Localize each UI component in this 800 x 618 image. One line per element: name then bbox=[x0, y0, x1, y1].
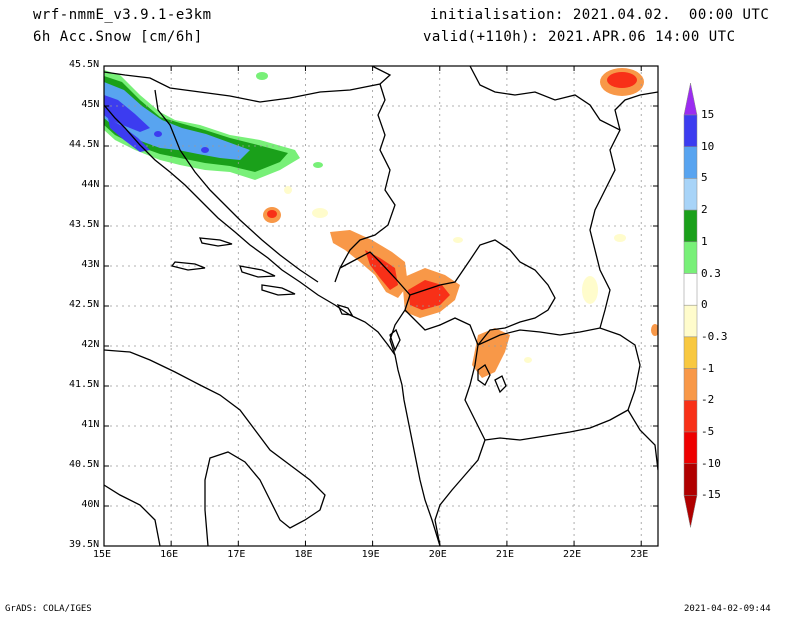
snow-spot bbox=[201, 147, 209, 153]
colorbar-swatch bbox=[683, 431, 698, 464]
colorbar-swatch bbox=[683, 241, 698, 274]
colorbar-label: -5 bbox=[701, 425, 715, 438]
snow-spot bbox=[154, 131, 162, 137]
colorbar-swatch bbox=[683, 400, 698, 433]
lat-label: 43.5N bbox=[69, 219, 100, 230]
melt-area bbox=[453, 237, 463, 243]
adriatic-coastline bbox=[104, 104, 441, 546]
snow-spot bbox=[256, 72, 268, 80]
colorbar-swatch bbox=[683, 146, 698, 179]
borders-coastlines bbox=[104, 66, 658, 546]
lat-label: 43N bbox=[81, 259, 100, 270]
grads-credit: GrADS: COLA/IGES bbox=[5, 604, 92, 614]
field-name: 6h Acc.Snow [cm/6h] bbox=[33, 29, 203, 45]
colorbar-label: 0.3 bbox=[701, 266, 721, 280]
island-1 bbox=[198, 237, 233, 247]
island-2 bbox=[170, 261, 206, 271]
lat-label: 41.5N bbox=[69, 379, 100, 390]
melt-area bbox=[312, 208, 328, 218]
colorbar-label: 1 bbox=[701, 234, 708, 248]
lon-label: 18E bbox=[294, 549, 313, 560]
melt-area bbox=[607, 72, 637, 88]
lat-label: 44N bbox=[81, 179, 100, 190]
serbia-kosovo-border bbox=[409, 239, 556, 346]
lat-label: 39.5N bbox=[69, 539, 100, 550]
bulgaria-border bbox=[589, 91, 658, 329]
lon-label: 21E bbox=[495, 549, 514, 560]
italy-coastline-lower bbox=[104, 484, 161, 546]
axis-tick-marks bbox=[103, 65, 658, 547]
colorbar-swatch bbox=[683, 273, 698, 306]
island-4 bbox=[261, 284, 296, 296]
melt-area bbox=[582, 276, 598, 304]
lat-label: 42.5N bbox=[69, 299, 100, 310]
greece-border bbox=[627, 409, 658, 471]
bosnia-inner-border bbox=[154, 89, 319, 283]
macedonia-border bbox=[477, 327, 641, 441]
colorbar-top-arrow bbox=[683, 82, 698, 116]
lon-label: 15E bbox=[93, 549, 112, 560]
lat-label: 45.5N bbox=[69, 59, 100, 70]
colorbar-label: 0 bbox=[701, 298, 708, 312]
map-gridlines bbox=[104, 66, 658, 546]
render-timestamp: 2021-04-02-09:44 bbox=[684, 604, 771, 614]
snow-spot bbox=[313, 162, 323, 168]
melt-area bbox=[614, 234, 626, 242]
melt-area bbox=[408, 280, 450, 310]
colorbar-label: 2 bbox=[701, 203, 708, 217]
colorbar-swatch bbox=[683, 304, 698, 338]
colorbar-label: 10 bbox=[701, 139, 715, 153]
valid-time: valid(+110h): 2021.APR.06 14:00 UTC bbox=[423, 29, 736, 45]
lat-label: 42N bbox=[81, 339, 100, 350]
model-name: wrf-nmmE_v3.9.1-e3km bbox=[33, 7, 212, 23]
colorbar-swatch bbox=[683, 368, 698, 401]
lon-label: 19E bbox=[361, 549, 380, 560]
serbia-romania-border bbox=[469, 66, 621, 131]
lat-label: 41N bbox=[81, 419, 100, 430]
colorbar-label: 15 bbox=[701, 108, 715, 121]
lon-label: 17E bbox=[227, 549, 246, 560]
snow-area-very-heavy bbox=[104, 95, 150, 132]
lat-label: 40.5N bbox=[69, 459, 100, 470]
lon-label: 20E bbox=[428, 549, 447, 560]
colorbar-label: -15 bbox=[701, 488, 721, 502]
colorbar-swatch bbox=[683, 178, 698, 211]
lat-label: 40N bbox=[81, 499, 100, 510]
lon-label: 16E bbox=[160, 549, 179, 560]
colorbar-swatch bbox=[683, 463, 698, 496]
lake-ohrid bbox=[477, 364, 491, 386]
island-5 bbox=[336, 303, 354, 316]
lake-scutari bbox=[389, 328, 401, 352]
colorbar-bottom-arrow bbox=[683, 495, 698, 528]
lon-label: 22E bbox=[563, 549, 582, 560]
colorbar bbox=[683, 82, 698, 528]
croatia-bosnia-border bbox=[104, 66, 392, 103]
colorbar-swatch bbox=[683, 114, 698, 147]
albania-border bbox=[404, 309, 486, 546]
lake-prespa bbox=[494, 375, 507, 394]
lon-label: 23E bbox=[630, 549, 649, 560]
italy-coastline bbox=[104, 349, 326, 546]
melt-area bbox=[267, 210, 277, 218]
init-time: initialisation: 2021.04.02. 00:00 UTC bbox=[430, 7, 770, 23]
lat-label: 44.5N bbox=[69, 139, 100, 150]
colorbar-label: -0.3 bbox=[701, 329, 728, 343]
melt-area bbox=[284, 186, 292, 194]
lat-label: 45N bbox=[81, 99, 100, 110]
bosnia-serbia-border bbox=[334, 83, 396, 283]
colorbar-label: -2 bbox=[701, 393, 715, 407]
melt-area bbox=[651, 324, 658, 336]
colorbar-swatch bbox=[683, 336, 698, 369]
melt-area bbox=[524, 357, 532, 363]
colorbar-label: -10 bbox=[701, 456, 721, 470]
colorbar-label: 5 bbox=[701, 171, 708, 185]
snow-field bbox=[104, 68, 658, 378]
colorbar-label: -1 bbox=[701, 361, 715, 375]
melt-area bbox=[365, 250, 398, 290]
island-3 bbox=[239, 265, 276, 278]
colorbar-swatch bbox=[683, 209, 698, 243]
